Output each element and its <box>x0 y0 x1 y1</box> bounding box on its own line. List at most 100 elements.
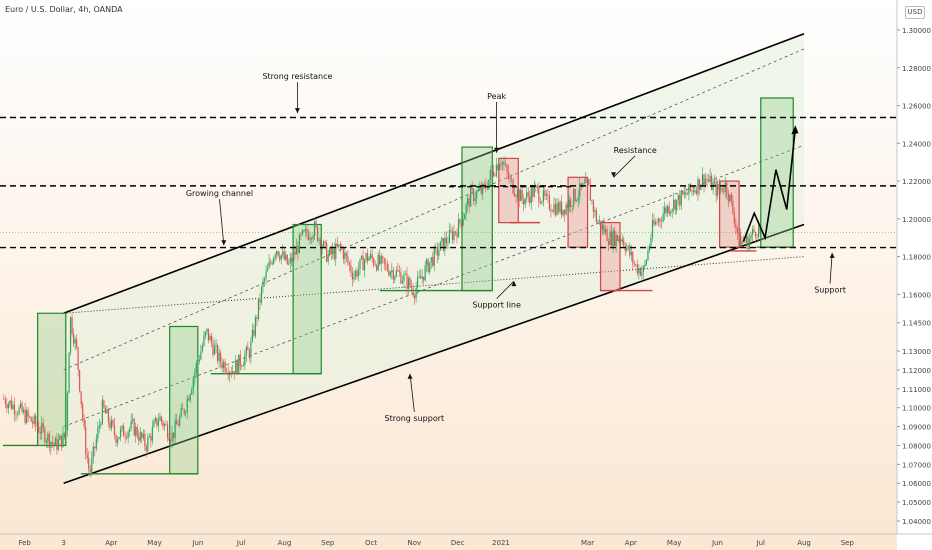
candle-body <box>380 256 382 265</box>
candle-body <box>304 229 307 232</box>
candle-body <box>277 251 279 257</box>
candle-body <box>354 270 357 277</box>
candle-body <box>520 189 522 202</box>
candle-body <box>683 192 685 195</box>
candle-body <box>450 230 452 232</box>
candle-body <box>685 192 687 195</box>
candle-body <box>530 188 532 203</box>
candle-body <box>664 207 666 214</box>
candle-body <box>47 433 49 441</box>
candle-body <box>732 200 734 213</box>
candle-body <box>348 262 350 265</box>
chart-title: Euro / U.S. Dollar, 4h, OANDA <box>5 5 123 14</box>
candle-body <box>242 365 244 367</box>
candle-body <box>106 409 108 414</box>
x-tick-label: Aug <box>278 539 292 547</box>
candle-body <box>200 351 202 360</box>
candle-body <box>229 372 231 376</box>
candle-body <box>424 265 426 281</box>
candle-body <box>471 188 473 190</box>
support-label: Support <box>814 285 846 294</box>
candle-body <box>441 238 443 242</box>
resistance-label: Resistance <box>614 146 657 155</box>
candle-body <box>69 317 72 353</box>
candle-body <box>168 438 170 441</box>
candle-body <box>313 221 316 237</box>
candle-body <box>301 230 304 235</box>
candle-body <box>483 183 485 185</box>
candle-body <box>139 432 141 441</box>
candle-body <box>216 345 219 361</box>
candle-body <box>271 262 273 264</box>
candle-body <box>618 239 620 241</box>
candle-body <box>620 239 622 242</box>
candle-body <box>492 171 494 176</box>
currency-button[interactable]: USD <box>905 6 925 19</box>
candle-body <box>303 230 305 232</box>
candle-body <box>674 199 676 211</box>
candle-body <box>547 194 549 196</box>
projection-path <box>742 128 797 242</box>
candle-body <box>550 209 552 212</box>
y-tick-label: 1.22000 <box>902 178 931 186</box>
candle-body <box>404 273 407 275</box>
candle-body <box>163 424 166 427</box>
candle-body <box>641 271 643 276</box>
y-tick-label: 1.20000 <box>902 216 931 224</box>
candle-body <box>401 280 404 284</box>
candle-body <box>332 248 334 254</box>
candle-body <box>391 270 393 273</box>
candle-body <box>221 362 223 368</box>
candle-body <box>306 229 308 235</box>
candle-body <box>77 347 79 370</box>
candle-body <box>177 424 179 426</box>
candle-body <box>165 424 167 425</box>
strong-resistance-label: Strong resistance <box>262 72 332 81</box>
candle-body <box>407 278 410 289</box>
candle-body <box>418 276 420 278</box>
candle-body <box>223 361 225 368</box>
candle-body <box>189 394 191 401</box>
candle-body <box>145 446 147 451</box>
candle-body <box>3 398 5 400</box>
candle-body <box>66 393 69 431</box>
candle-body <box>4 399 6 405</box>
candle-body <box>53 443 55 445</box>
channel-mid-line <box>63 144 805 427</box>
candle-body <box>153 421 155 427</box>
candle-body <box>259 299 261 303</box>
candle-body <box>132 419 134 421</box>
candle-body <box>645 260 648 264</box>
candle-body <box>564 209 566 215</box>
candle-body <box>57 439 60 450</box>
candle-body <box>74 339 76 344</box>
peak-label: Peak <box>487 92 506 101</box>
candle-body <box>497 164 499 170</box>
candle-body <box>298 234 300 254</box>
candle-body <box>68 352 70 394</box>
candle-body <box>697 179 699 194</box>
candle-body <box>714 181 716 183</box>
candle-body <box>9 400 11 404</box>
candle-body <box>94 446 96 449</box>
candle-body <box>95 438 97 449</box>
support-line-label: Support line <box>472 301 521 310</box>
candle-body <box>22 409 25 413</box>
price-axis <box>897 0 932 550</box>
strong-resistance-label-arrowhead <box>294 108 300 114</box>
y-tick-label: 1.09000 <box>902 424 931 432</box>
green-zone-box <box>169 325 199 475</box>
y-tick-label: 1.26000 <box>902 103 931 111</box>
candle-body <box>517 189 519 198</box>
candle-body <box>224 361 226 372</box>
candle-body <box>218 352 220 361</box>
candle-body <box>59 435 61 440</box>
candle-body <box>420 276 422 279</box>
y-tick-label: 1.28000 <box>902 65 931 73</box>
candle-body <box>491 170 493 172</box>
candle-body <box>539 202 541 204</box>
candle-body <box>495 164 498 176</box>
candle-body <box>747 235 749 250</box>
growing-channel-label-arrow <box>219 199 225 246</box>
